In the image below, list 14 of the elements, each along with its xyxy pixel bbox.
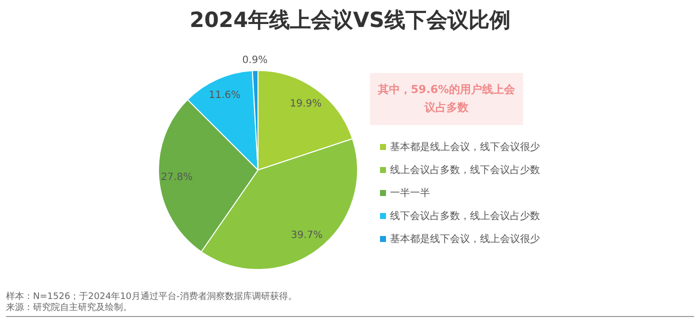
data-label: 0.9% <box>242 55 268 66</box>
data-label: 27.8% <box>160 172 193 183</box>
legend-label: 一半一半 <box>390 186 430 200</box>
text: 其中，59.6%的用户线上会议占多数 <box>370 73 523 125</box>
chart-title: 2024年线上会议VS线下会议比例 <box>188 7 512 34</box>
legend-label: 线上会议占多数，线下会议占少数 <box>390 164 540 176</box>
data-label: 19.9% <box>290 98 322 110</box>
legend-label: 线下会议占多数，线上会议占少数 <box>390 210 540 222</box>
source-note: 来源：研究院自主研究及绘制。 <box>6 303 133 314</box>
legend-label: 基本都是线上会议，线下会议很少 <box>390 140 540 154</box>
data-label: 39.7% <box>290 230 323 241</box>
text: 样本：N=1526；于2024年10月通过平台-消费者洞察数据库调研获得。 <box>6 292 298 302</box>
legend-label: 基本都是线下会议，线上会议很少 <box>390 232 540 246</box>
data-label: 11.6% <box>208 90 241 102</box>
